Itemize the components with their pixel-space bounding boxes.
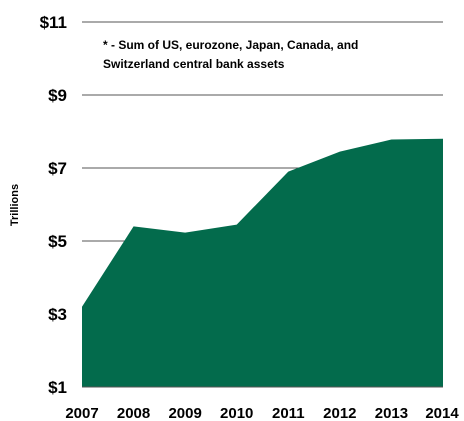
- x-tick-label: 2014: [425, 405, 459, 421]
- annotation-line-2: Switzerland central bank assets: [103, 57, 285, 71]
- y-tick-label: $3: [48, 305, 67, 324]
- y-tick-label: $11: [40, 13, 67, 32]
- y-axis-label: Trillions: [9, 184, 21, 226]
- x-tick-label: 2008: [117, 405, 150, 421]
- x-tick-label: 2011: [272, 405, 305, 421]
- y-tick-label: $9: [48, 86, 67, 105]
- area-series: [82, 138, 443, 387]
- x-tick-label: 2013: [375, 405, 408, 421]
- x-tick-label: 2010: [220, 405, 253, 421]
- x-tick-labels: 2007 2008 2009 2010 2011 2012 2013 2014: [65, 405, 459, 421]
- annotation-line-1: * - Sum of US, eurozone, Japan, Canada, …: [103, 38, 358, 52]
- x-tick-label: 2009: [168, 405, 201, 421]
- y-tick-label: $1: [48, 378, 67, 397]
- y-tick-label: $7: [48, 159, 67, 178]
- y-tick-label: $5: [48, 232, 67, 251]
- y-tick-labels: $1 $3 $5 $7 $9 $11: [40, 13, 67, 397]
- x-tick-label: 2012: [323, 405, 356, 421]
- x-tick-label: 2007: [65, 405, 98, 421]
